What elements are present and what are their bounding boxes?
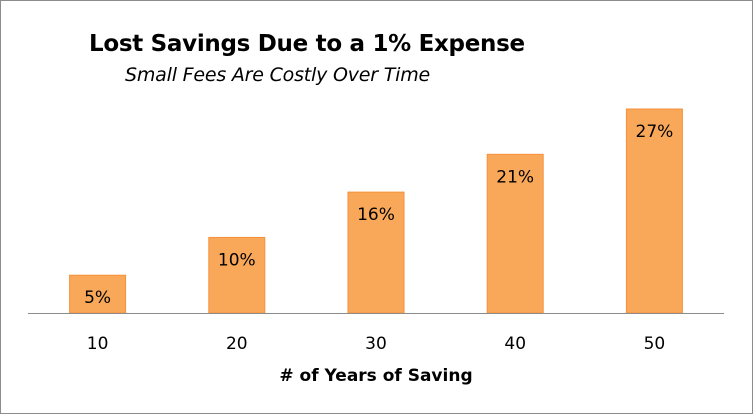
data-label-20: 10% [218, 250, 256, 270]
data-label-50: 27% [636, 122, 674, 142]
x-tick-label-10: 10 [87, 334, 109, 354]
data-label-10: 5% [84, 288, 111, 308]
bar-10 [69, 274, 127, 314]
bar-20 [208, 236, 266, 314]
data-label-30: 16% [357, 205, 395, 225]
data-label-40: 21% [496, 167, 534, 187]
x-tick-label-40: 40 [504, 334, 526, 354]
chart-subtitle: Small Fees Are Costly Over Time [125, 64, 431, 86]
x-tick-label-20: 20 [226, 334, 248, 354]
x-axis-title: # of Years of Saving [279, 366, 472, 386]
x-tick-label-30: 30 [365, 334, 387, 354]
x-tick-label-50: 50 [644, 334, 666, 354]
chart-title: Lost Savings Due to a 1% Expense [89, 31, 525, 57]
